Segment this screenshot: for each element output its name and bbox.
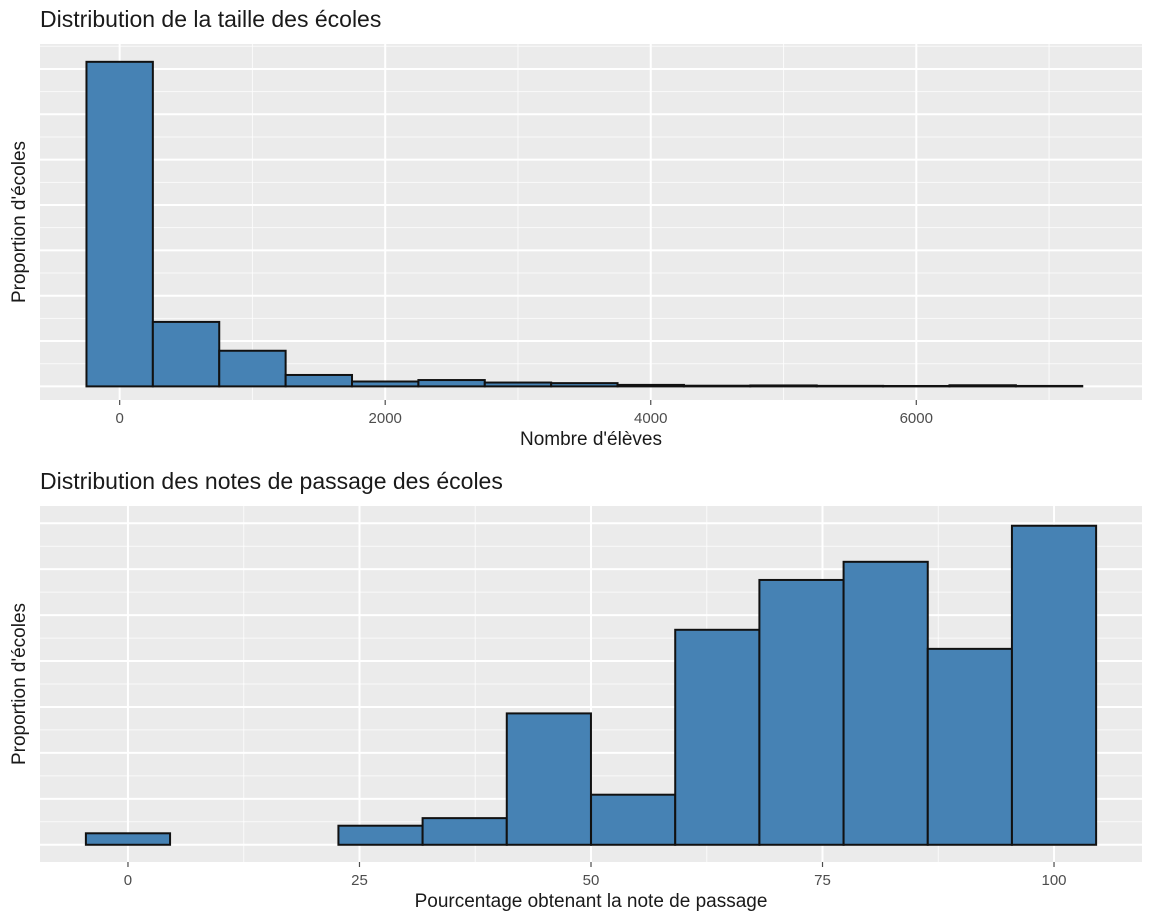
bars-layer xyxy=(84,524,1098,846)
histogram-bar xyxy=(505,712,592,846)
histogram-bar xyxy=(815,384,885,388)
histogram-bar xyxy=(842,560,929,846)
y-axis-title: Proportion d'écoles xyxy=(9,141,30,303)
histogram-bar xyxy=(84,832,172,846)
bars-layer xyxy=(85,60,1084,388)
histogram-bar xyxy=(749,384,818,388)
histogram-bar xyxy=(948,384,1017,388)
x-axis-title: Pourcentage obtenant la note de passage xyxy=(415,891,768,912)
x-ticks-layer: 0 2000 4000 6000 xyxy=(115,400,933,427)
histogram-bar xyxy=(926,647,1013,846)
x-tick-label: 4000 xyxy=(634,410,667,427)
histogram-bar xyxy=(337,824,424,846)
histogram-bar xyxy=(421,817,508,846)
histogram-bar xyxy=(1010,524,1098,846)
histogram-bar xyxy=(682,384,752,388)
histogram-bar xyxy=(85,60,154,388)
chart-title: Distribution de la taille des écoles xyxy=(40,6,381,32)
x-tick-label: 6000 xyxy=(900,410,933,427)
grid-layer xyxy=(40,44,1142,400)
y-axis-title: Proportion d'écoles xyxy=(9,603,30,765)
x-tick-label: 2000 xyxy=(369,410,402,427)
histogram-bar xyxy=(218,349,287,388)
histogram-bar xyxy=(550,382,619,388)
grid-layer xyxy=(40,506,1142,862)
histogram-bar xyxy=(284,373,354,388)
x-tick-label: 100 xyxy=(1042,872,1067,889)
chart-title: Distribution des notes de passage des éc… xyxy=(40,468,503,494)
x-tick-label: 75 xyxy=(814,872,831,889)
histogram-bar xyxy=(758,578,845,846)
histogram-bar xyxy=(483,381,553,388)
x-tick-label: 50 xyxy=(583,872,600,889)
pass-rate-chart-svg: Distribution des notes de passage des éc… xyxy=(9,468,1142,912)
histogram-bar xyxy=(151,320,221,388)
x-tick-label: 0 xyxy=(115,410,123,427)
histogram-bar xyxy=(590,793,677,846)
histogram-bar xyxy=(674,628,761,846)
school-size-histogram: Distribution de la taille des écoles 0 20… xyxy=(0,0,1152,456)
histogram-bar xyxy=(417,379,486,388)
x-tick-label: 25 xyxy=(351,872,368,889)
x-tick-label: 0 xyxy=(124,872,132,889)
pass-rate-histogram: Distribution des notes de passage des éc… xyxy=(0,462,1152,918)
histogram-bar xyxy=(351,380,420,388)
histogram-bar xyxy=(616,383,685,388)
x-ticks-layer: 0 25 50 75 100 xyxy=(124,862,1067,889)
x-axis-title: Nombre d'élèves xyxy=(520,429,662,450)
school-size-chart-svg: Distribution de la taille des écoles 0 20… xyxy=(9,6,1142,450)
